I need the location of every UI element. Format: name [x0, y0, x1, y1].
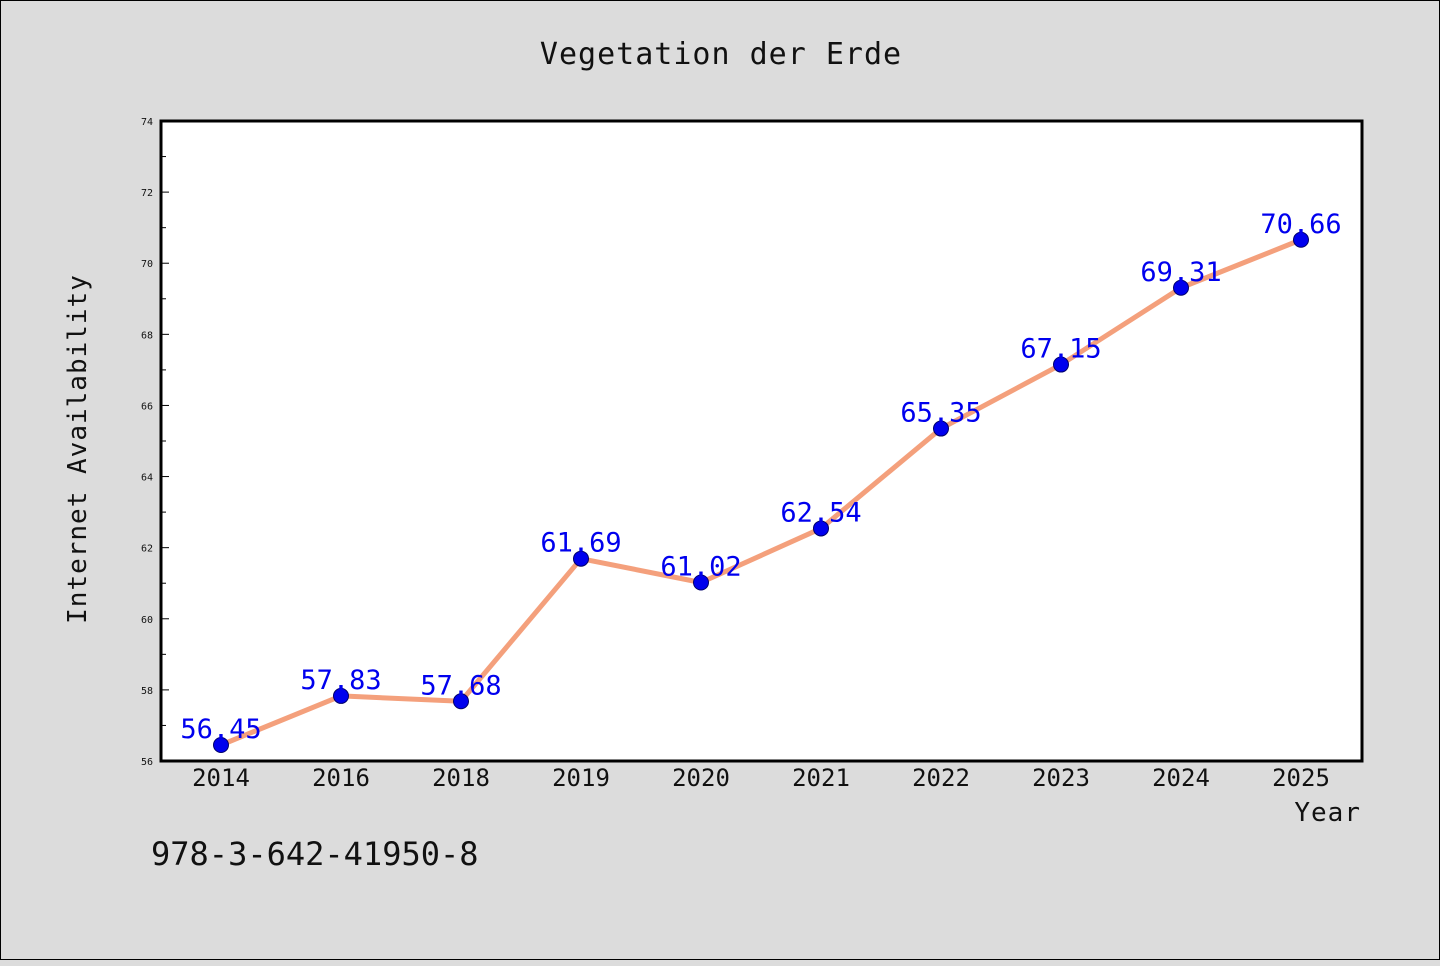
y-axis-label: Internet Availability — [63, 274, 93, 624]
data-point — [213, 737, 229, 753]
data-point — [1173, 279, 1189, 296]
data-point — [933, 420, 949, 437]
y-tick-label: 58 — [141, 686, 153, 697]
y-tick-label: 72 — [141, 188, 153, 199]
x-tick-label: 2025 — [1272, 764, 1330, 792]
data-point — [1293, 231, 1309, 248]
x-tick-label: 2023 — [1032, 764, 1090, 792]
x-tick-label: 2016 — [312, 764, 370, 792]
plot-area — [159, 119, 1364, 763]
x-axis-label: Year — [1294, 798, 1361, 828]
x-tick-label: 2024 — [1152, 764, 1210, 792]
x-tick-label: 2021 — [792, 764, 850, 792]
y-tick-label: 70 — [141, 259, 153, 270]
y-tick-label: 56 — [141, 757, 153, 768]
data-label: 69.31 — [1140, 257, 1221, 288]
data-label: 65.35 — [900, 398, 981, 429]
data-label: 61.02 — [660, 552, 741, 583]
data-labels: 56.45 57.83 57.68 61.69 61.02 62.54 65.35 67.15… — [180, 209, 1341, 745]
x-tick-label: 2019 — [552, 764, 610, 792]
y-tick-label: 62 — [141, 544, 153, 555]
data-point — [693, 574, 709, 591]
x-tick-label: 2014 — [192, 764, 250, 792]
x-axis: 2014 2016 2018 2019 2020 2021 2022 2023 2024 2025 — [192, 764, 1330, 792]
data-point — [1053, 356, 1069, 373]
data-label: 57.68 — [420, 670, 501, 701]
data-point — [333, 687, 349, 704]
data-label: 61.69 — [540, 528, 621, 559]
data-label: 57.83 — [300, 665, 381, 696]
x-tick-label: 2022 — [912, 764, 970, 792]
y-tick-label: 74 — [141, 117, 153, 128]
chart-title: Vegetation der Erde — [540, 37, 902, 72]
footer-isbn: 978-3-642-41950-8 — [151, 835, 479, 873]
y-tick-label: 60 — [141, 615, 153, 626]
y-tick-label: 66 — [141, 401, 153, 412]
data-label: 56.45 — [180, 714, 261, 745]
series-line — [218, 237, 1304, 748]
data-point — [813, 520, 829, 537]
y-axis: 56 58 60 62 64 66 68 70 72 74 — [141, 117, 169, 768]
data-label: 62.54 — [780, 497, 861, 528]
data-point — [573, 550, 589, 567]
data-points — [213, 231, 1309, 753]
x-tick-label: 2018 — [432, 764, 490, 792]
series-polyline — [218, 237, 1304, 748]
x-tick-label: 2020 — [672, 764, 730, 792]
data-point — [453, 693, 469, 710]
data-label: 67.15 — [1020, 334, 1101, 365]
y-tick-label: 64 — [141, 473, 153, 484]
y-tick-label: 68 — [141, 330, 153, 341]
data-label: 70.66 — [1260, 209, 1341, 240]
